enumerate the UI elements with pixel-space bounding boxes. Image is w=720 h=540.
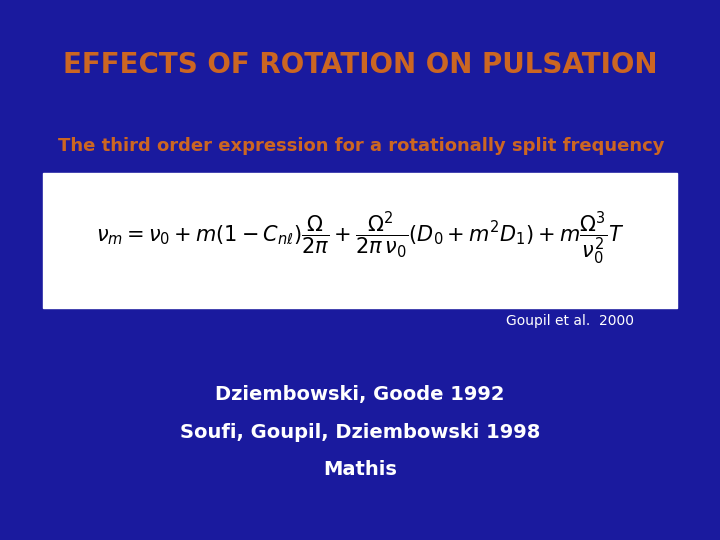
FancyBboxPatch shape bbox=[43, 173, 677, 308]
Text: $\nu_m = \nu_0 + m(1 - C_{n\ell})\dfrac{\Omega}{2\pi} + \dfrac{\Omega^2}{2\pi\,\: $\nu_m = \nu_0 + m(1 - C_{n\ell})\dfrac{… bbox=[96, 210, 624, 267]
Text: The third order expression for a rotationally split frequency: The third order expression for a rotatio… bbox=[58, 137, 664, 155]
Text: Dziembowski, Goode 1992: Dziembowski, Goode 1992 bbox=[215, 384, 505, 404]
Text: Soufi, Goupil, Dziembowski 1998: Soufi, Goupil, Dziembowski 1998 bbox=[180, 422, 540, 442]
Text: Goupil et al.  2000: Goupil et al. 2000 bbox=[505, 314, 634, 328]
Text: Mathis: Mathis bbox=[323, 460, 397, 480]
Text: EFFECTS OF ROTATION ON PULSATION: EFFECTS OF ROTATION ON PULSATION bbox=[63, 51, 657, 79]
